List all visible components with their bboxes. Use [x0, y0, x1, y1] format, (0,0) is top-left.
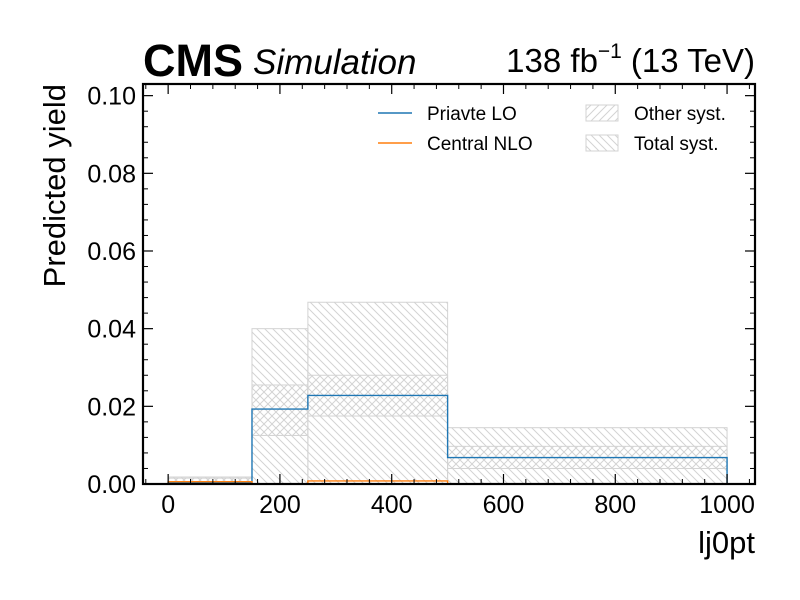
legend-label-priavte-lo: Priavte LO	[427, 104, 517, 125]
x-tick-label: 1000	[699, 491, 755, 519]
y-tick-label: 0.08	[87, 160, 136, 188]
legend-label-total-syst: Total syst.	[634, 134, 718, 155]
x-tick-label: 400	[371, 491, 413, 519]
x-tick-label: 200	[259, 491, 301, 519]
lumi-label: 138 fb−1 (13 TeV)	[506, 40, 755, 79]
legend: Priavte LO Other syst. Central NLO Total sy…	[378, 104, 726, 155]
legend-label-other-syst: Other syst.	[634, 104, 726, 125]
y-tick-label: 0.02	[87, 393, 136, 421]
x-tick-label: 0	[161, 491, 175, 519]
experiment-label: CMS	[143, 35, 243, 86]
lumi-exponent: −1	[598, 40, 622, 63]
legend-swatch-total-syst	[585, 134, 619, 152]
plot-frame	[141, 82, 757, 486]
band-total-syst-bin	[307, 301, 449, 485]
y-axis-title: Predicted yield	[37, 84, 72, 287]
x-axis-title: lj0pt	[698, 525, 755, 560]
series-line-private-lo	[167, 394, 728, 484]
y-tick-label: 0.00	[87, 471, 136, 499]
simulation-label: Simulation	[253, 43, 416, 82]
lumi-value: 138 fb	[506, 42, 598, 79]
y-tick-label: 0.10	[87, 83, 136, 111]
band-total-syst-bin	[251, 328, 309, 485]
x-tick-label: 800	[594, 491, 636, 519]
y-tick-label: 0.04	[87, 316, 136, 344]
tick-labels: 0 200 400 600 800 1000 0.00 0.02 0.04 0.06 0.08 0.1…	[87, 83, 755, 519]
y-tick-label: 0.06	[87, 238, 136, 266]
legend-swatch-other-syst	[585, 104, 619, 122]
energy-label: (13 TeV)	[631, 42, 755, 79]
legend-label-central-nlo: Central NLO	[427, 134, 533, 155]
band-total-syst-bin	[447, 427, 728, 485]
x-tick-label: 600	[483, 491, 525, 519]
